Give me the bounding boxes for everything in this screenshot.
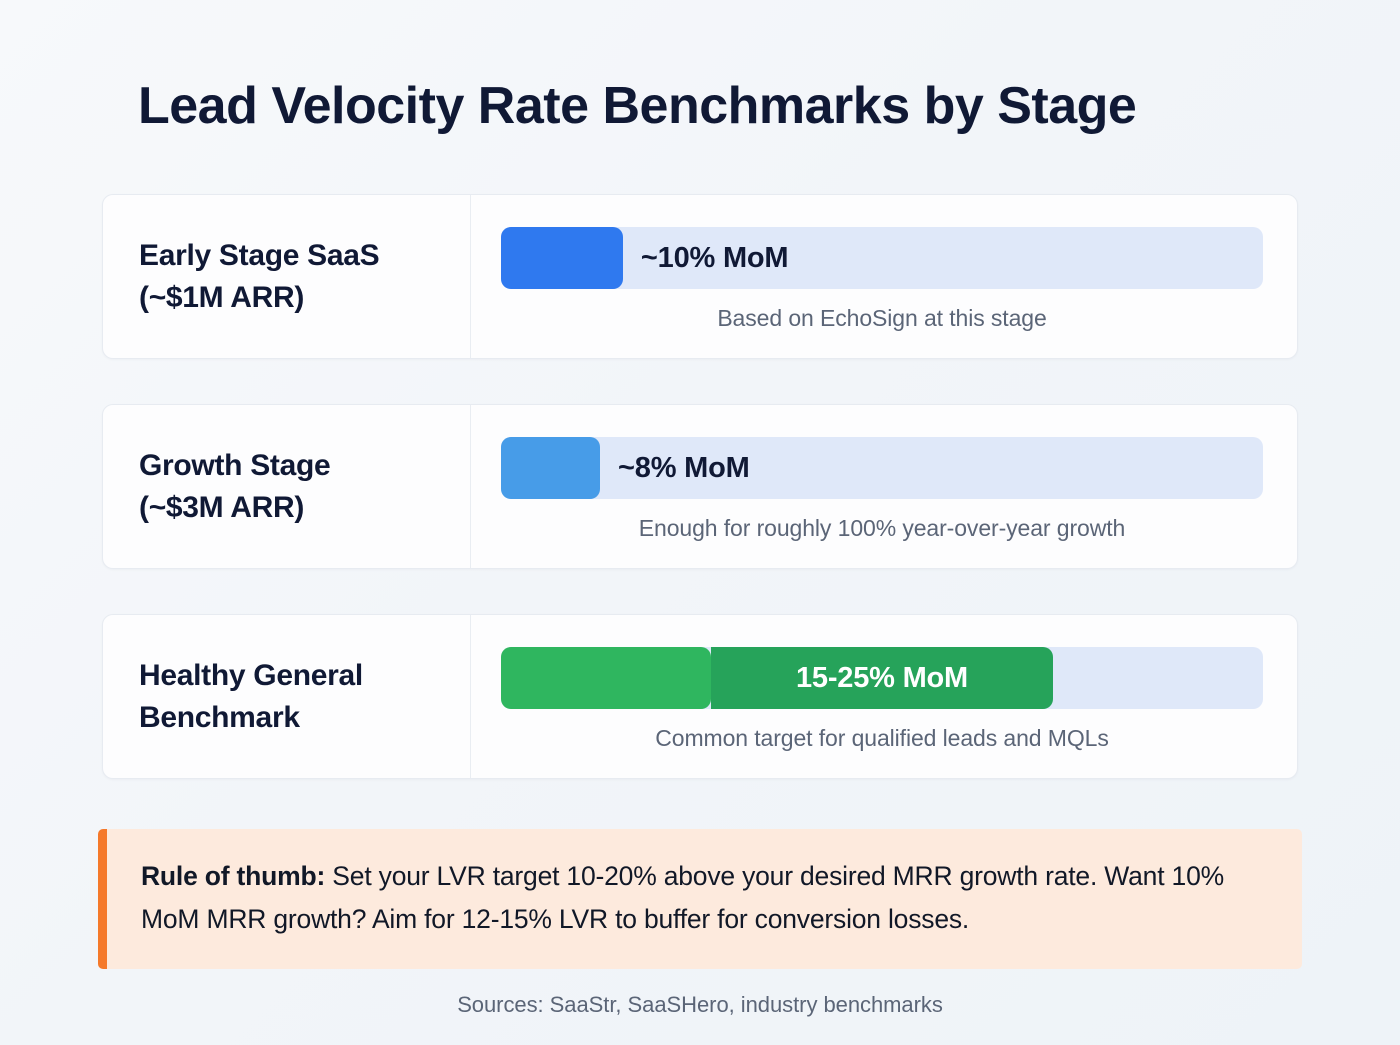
bar-value-label: ~10% MoM (640, 241, 789, 274)
callout-line-1: Set your LVR target 10-20% above your de… (325, 861, 1098, 891)
progress-track: ~8% MoM (501, 437, 1263, 499)
page-title: Lead Velocity Rate Benchmarks by Stage (138, 77, 1137, 135)
callout-lead: Rule of thumb: (141, 861, 326, 891)
row-bar-area-healthy-general: 15-25% MoM Common target for qualified l… (471, 615, 1297, 778)
progress-fill-range (710, 647, 1054, 709)
bar-value-label: ~8% MoM (618, 451, 750, 484)
sources-footer: Sources: SaaStr, SaaSHero, industry benc… (457, 992, 943, 1017)
row-label-growth-stage: Growth Stage (~$3M ARR) (103, 405, 471, 568)
row-bar-area-early-stage: ~10% MoM Based on EchoSign at this stage (471, 195, 1297, 358)
row-note: Based on EchoSign at this stage (717, 305, 1047, 331)
row-note: Common target for qualified leads and MQ… (655, 725, 1109, 751)
benchmark-row-growth-stage: Growth Stage (~$3M ARR) ~8% MoM Enough f… (102, 404, 1298, 569)
bar-value-label: 15-25% MoM (795, 661, 969, 694)
progress-track: 15-25% MoM (501, 647, 1263, 709)
row-label-line-1: Growth Stage (139, 449, 331, 483)
row-label-healthy-general: Healthy General Benchmark (103, 615, 471, 778)
row-bar-area-growth-stage: ~8% MoM Enough for roughly 100% year-ove… (471, 405, 1297, 568)
benchmark-row-early-stage: Early Stage SaaS (~$1M ARR) ~10% MoM Bas… (102, 194, 1298, 359)
row-label-line-1: Healthy General (139, 659, 363, 693)
benchmark-rows: Early Stage SaaS (~$1M ARR) ~10% MoM Bas… (102, 194, 1298, 779)
progress-fill (501, 227, 623, 289)
row-note: Enough for roughly 100% year-over-year g… (638, 515, 1126, 541)
row-label-line-1: Early Stage SaaS (139, 239, 380, 273)
row-label-early-stage: Early Stage SaaS (~$1M ARR) (103, 195, 471, 358)
row-label-line-2: (~$3M ARR) (139, 490, 305, 524)
row-label-line-2: (~$1M ARR) (139, 280, 305, 314)
row-label-line-2: Benchmark (139, 700, 300, 734)
rule-of-thumb-callout: Rule of thumb: Set your LVR target 10-20… (98, 829, 1302, 969)
progress-fill (501, 647, 711, 709)
benchmark-row-healthy-general: Healthy General Benchmark 15-25% MoM Com… (102, 614, 1298, 779)
callout-text: Rule of thumb: Set your LVR target 10-20… (141, 855, 1268, 941)
callout-line-2: Want 10% MoM MRR growth? Aim for 12-15% … (141, 861, 1224, 934)
progress-fill (501, 437, 601, 499)
progress-track: ~10% MoM (501, 227, 1263, 289)
